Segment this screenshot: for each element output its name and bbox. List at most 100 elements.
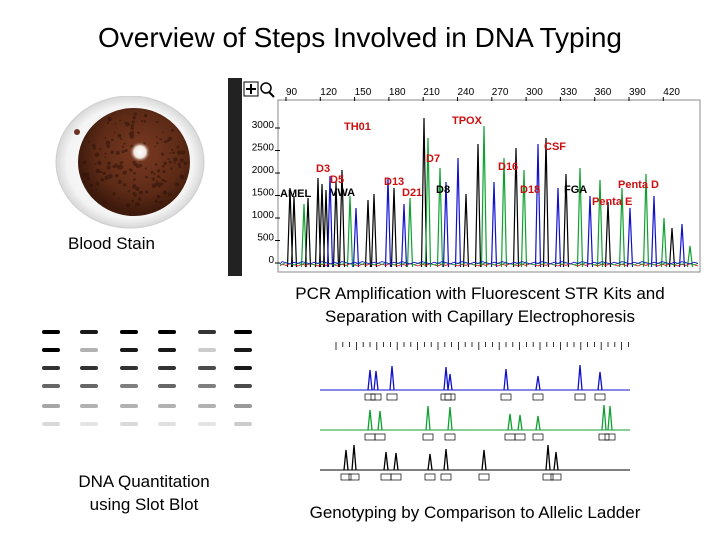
slot-band — [158, 384, 176, 388]
locus-label-csf: CSF — [544, 141, 566, 153]
locus-label-tpox: TPOX — [452, 115, 483, 127]
locus-label-d16: D16 — [498, 161, 518, 173]
locus-label-d5: D5 — [330, 174, 344, 186]
slot-band — [234, 366, 252, 370]
ladder-peak — [389, 365, 395, 391]
locus-label-amel: AMEL — [280, 188, 311, 200]
trace-peak — [554, 187, 562, 268]
magnifier-icon[interactable] — [260, 82, 275, 98]
locus-label-d7: D7 — [426, 153, 440, 165]
ladder-peak — [447, 406, 453, 431]
page-title: Overview of Steps Involved in DNA Typing — [98, 22, 622, 53]
slot-band — [80, 384, 98, 388]
trace-peak — [626, 207, 634, 268]
trace-peak — [642, 173, 650, 268]
y-tick-label: 3000 — [252, 120, 275, 131]
trace-peak — [650, 195, 658, 268]
trace-peak — [462, 193, 470, 268]
trace-peak — [436, 167, 444, 268]
blood-stain-label: Blood Stain — [68, 234, 155, 253]
ladder-peak — [351, 444, 357, 471]
slot-band — [198, 384, 216, 388]
trace-peak — [542, 137, 550, 268]
trace-peak — [586, 195, 594, 268]
ladder-peak — [553, 451, 559, 471]
ladder-peak — [343, 449, 349, 471]
trace-peak — [420, 117, 428, 268]
locus-label-th01: TH01 — [344, 121, 371, 133]
slot-band — [80, 422, 98, 426]
slot-band — [42, 348, 60, 352]
ladder-peak — [545, 444, 551, 471]
electropherogram-panel: 90 120 150 180 210 240 270 300 330 360 390 420 3000… — [228, 78, 704, 276]
y-tick-label: 1500 — [252, 188, 275, 199]
trace-peak — [618, 187, 626, 268]
ladder-peak — [503, 368, 509, 391]
locus-label-d8: D8 — [436, 184, 450, 196]
y-tick-label: 500 — [257, 233, 274, 244]
locus-label-penta-d: Penta D — [618, 179, 659, 191]
trace-peak — [604, 201, 612, 268]
trace-peak — [534, 143, 542, 268]
ladder-peak — [535, 375, 541, 391]
slot-band — [234, 384, 252, 388]
slot-band — [234, 404, 252, 408]
y-tick-label: 0 — [268, 255, 274, 266]
trace-peak — [500, 157, 508, 268]
x-tick-label: 90 — [286, 87, 298, 98]
ladder-peak — [393, 452, 399, 471]
plus-icon[interactable] — [243, 81, 259, 97]
x-tick-label: 120 — [320, 87, 337, 98]
trace-peak — [520, 169, 528, 268]
locus-label-d3: D3 — [316, 163, 330, 175]
slot-band — [120, 366, 138, 370]
slot-band — [42, 366, 60, 370]
slot-band — [80, 366, 98, 370]
slot-band — [120, 330, 138, 334]
locus-label-d21: D21 — [402, 187, 422, 199]
slot-band — [80, 404, 98, 408]
locus-label-d13: D13 — [384, 176, 404, 188]
trace-peak — [390, 187, 398, 268]
ladder-peak — [507, 413, 513, 431]
trace-peak — [512, 147, 520, 268]
slot-band — [80, 330, 98, 334]
ladder-peak — [447, 373, 453, 391]
trace-peak — [490, 181, 498, 268]
trace-peak — [326, 175, 334, 268]
ladder-peak — [517, 414, 523, 431]
ladder-peak — [367, 409, 373, 431]
trace-peak — [352, 207, 360, 268]
slot-band — [120, 404, 138, 408]
x-tick-label: 420 — [663, 87, 680, 98]
trace-peak — [686, 245, 694, 268]
trace-peak — [442, 181, 450, 268]
slot-band — [120, 348, 138, 352]
ladder-peak — [443, 448, 449, 471]
trace-peak — [370, 193, 378, 268]
ladder-peak — [383, 451, 389, 471]
slot-band — [198, 330, 216, 334]
x-tick-label: 210 — [423, 87, 440, 98]
x-tick-label: 150 — [355, 87, 372, 98]
trace-peak — [384, 177, 392, 268]
slot-band — [198, 404, 216, 408]
slot-band — [234, 422, 252, 426]
x-tick-label: 240 — [458, 87, 475, 98]
x-tick-label: 390 — [629, 87, 646, 98]
trace-peak — [424, 137, 432, 268]
slot-band — [158, 422, 176, 426]
x-tick-label: 180 — [389, 87, 406, 98]
allelic-ladder-image — [320, 342, 630, 481]
ladder-peak — [597, 371, 603, 391]
pcr-ce-label: PCR Amplification with Fluorescent STR K… — [295, 284, 665, 326]
y-tick-label: 1000 — [252, 210, 275, 221]
quantitation-label: DNA Quantitation using Slot Blot — [78, 472, 210, 514]
ladder-peak — [535, 415, 541, 431]
trace-peak — [286, 187, 294, 268]
y-tick-label: 2500 — [252, 143, 275, 154]
trace-peak — [290, 195, 298, 268]
trace-peak — [668, 227, 676, 268]
slot-band — [42, 384, 60, 388]
x-tick-label: 300 — [526, 87, 543, 98]
